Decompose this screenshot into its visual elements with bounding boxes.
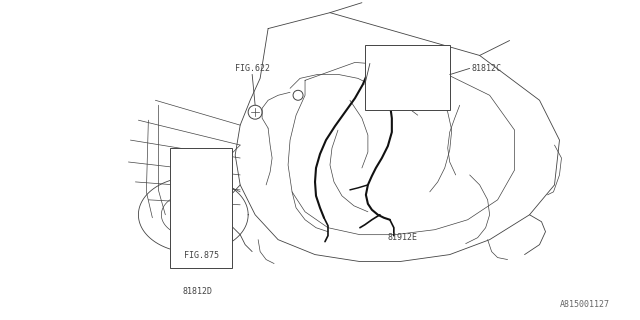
Bar <box>365 45 450 110</box>
Text: 81912E: 81912E <box>388 233 418 242</box>
Text: A815001127: A815001127 <box>559 300 609 309</box>
Text: 81812D: 81812D <box>182 287 212 296</box>
Text: FIG.622: FIG.622 <box>235 64 269 73</box>
Text: 81812C: 81812C <box>472 64 502 73</box>
Text: FIG.875: FIG.875 <box>184 251 219 260</box>
Bar <box>170 148 232 268</box>
